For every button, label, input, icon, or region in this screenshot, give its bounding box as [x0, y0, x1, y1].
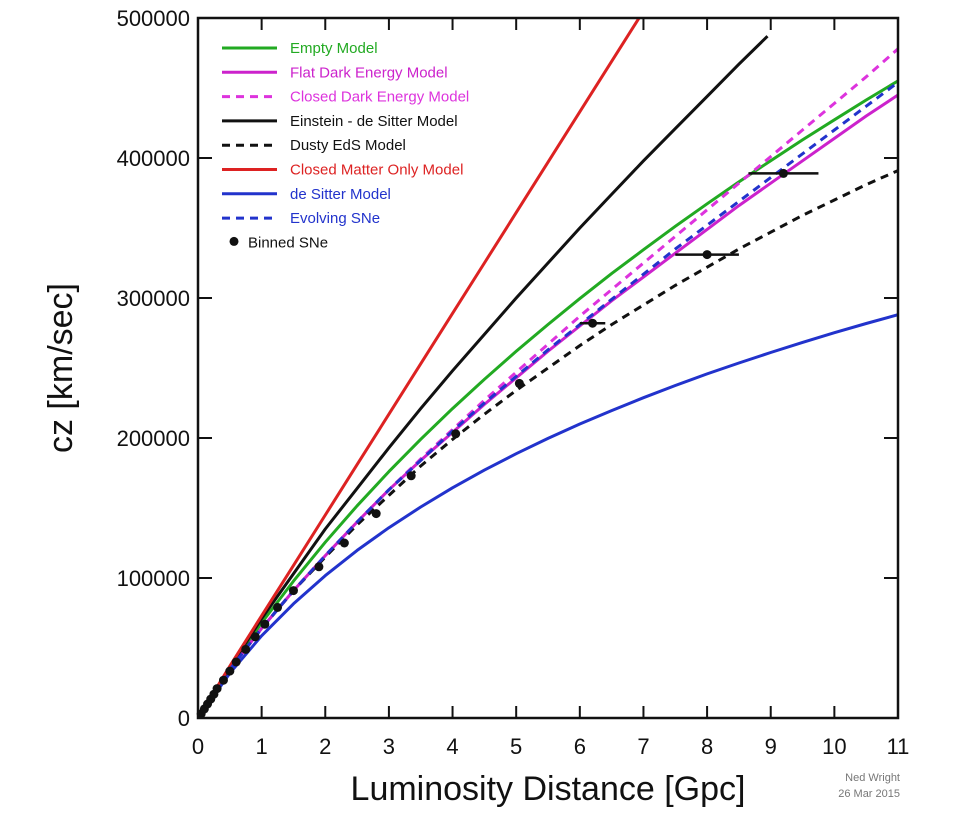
binned-sne-point: [218, 675, 228, 685]
binned-sne-point: [273, 602, 283, 612]
binned-sne-point: [260, 619, 270, 629]
series-line-empty-model: [198, 79, 898, 718]
series-line-de-sitter-model: [198, 313, 898, 718]
binned-sne-point: [588, 318, 598, 328]
legend-label-de-sitter-model: de Sitter Model: [290, 186, 391, 203]
legend-label-flat-dark-energy-model: Flat Dark Energy Model: [290, 64, 448, 81]
x-tick-label: 6: [574, 734, 586, 759]
x-tick-label: 8: [701, 734, 713, 759]
binned-sne-point: [514, 378, 524, 388]
y-tick-label: 200000: [117, 426, 190, 451]
series-line-einstein-de-sitter-model: [198, 35, 769, 718]
x-tick-label: 0: [192, 734, 204, 759]
series-line-closed-dark-energy-model: [198, 47, 898, 718]
x-tick-label: 7: [637, 734, 649, 759]
y-axis-ticks: 0 100000 200000 300000 400000 500000: [117, 6, 898, 731]
binned-sne-point: [406, 471, 416, 481]
binned-sne-point: [288, 586, 298, 596]
legend: Empty Model Flat Dark Energy Model Closed …: [222, 40, 469, 251]
binned-sne-point: [225, 666, 235, 676]
x-tick-label: 2: [319, 734, 331, 759]
credit-author: Ned Wright: [845, 772, 900, 784]
binned-sne-point: [314, 562, 324, 572]
y-tick-label: 0: [178, 706, 190, 731]
plot-frame: [196, 16, 900, 720]
credit-date: 26 Mar 2015: [838, 788, 900, 800]
x-tick-label: 3: [383, 734, 395, 759]
x-tick-label: 5: [510, 734, 522, 759]
binned-sne-point: [250, 632, 260, 642]
y-tick-label: 400000: [117, 146, 190, 171]
binned-sne-point: [339, 538, 349, 548]
legend-label-closed-matter-only-model: Closed Matter Only Model: [290, 162, 463, 179]
legend-label-empty-model: Empty Model: [290, 40, 378, 57]
series-line-closed-matter-only-model: [198, 18, 641, 718]
binned-sne-point: [212, 684, 222, 694]
y-tick-label: 300000: [117, 286, 190, 311]
x-tick-label: 4: [446, 734, 458, 759]
binned-sne-point: [702, 250, 712, 260]
legend-label-einstein-de-sitter-model: Einstein - de Sitter Model: [290, 113, 458, 130]
binned-sne-point: [451, 429, 461, 439]
y-tick-label: 100000: [117, 566, 190, 591]
legend-label-evolving-sne: Evolving SNe: [290, 210, 380, 227]
legend-label-dusty-eds-model: Dusty EdS Model: [290, 137, 406, 154]
x-tick-label: 1: [256, 734, 268, 759]
binned-sne-points: [196, 168, 819, 719]
x-axis-title: Luminosity Distance [Gpc]: [351, 770, 746, 808]
binned-sne-point: [241, 644, 251, 654]
legend-swatch-binned-sne: [229, 236, 239, 246]
y-axis-title: cz [km/sec]: [42, 283, 80, 453]
x-axis-ticks: 0 1 2 3 4 5 6 7 8 9 10 11: [192, 18, 910, 759]
legend-label-closed-dark-energy-model: Closed Dark Energy Model: [290, 89, 469, 106]
x-tick-label: 9: [765, 734, 777, 759]
legend-label-binned-sne: Binned SNe: [248, 234, 328, 251]
binned-sne-point: [778, 168, 788, 178]
series-line-dusty-eds-model: [198, 169, 898, 718]
binned-sne-point: [371, 509, 381, 519]
plot-area: [198, 18, 898, 718]
binned-sne-point: [231, 657, 241, 667]
y-tick-label: 500000: [117, 6, 190, 31]
x-tick-label: 10: [822, 734, 846, 759]
x-tick-label: 11: [887, 734, 910, 759]
